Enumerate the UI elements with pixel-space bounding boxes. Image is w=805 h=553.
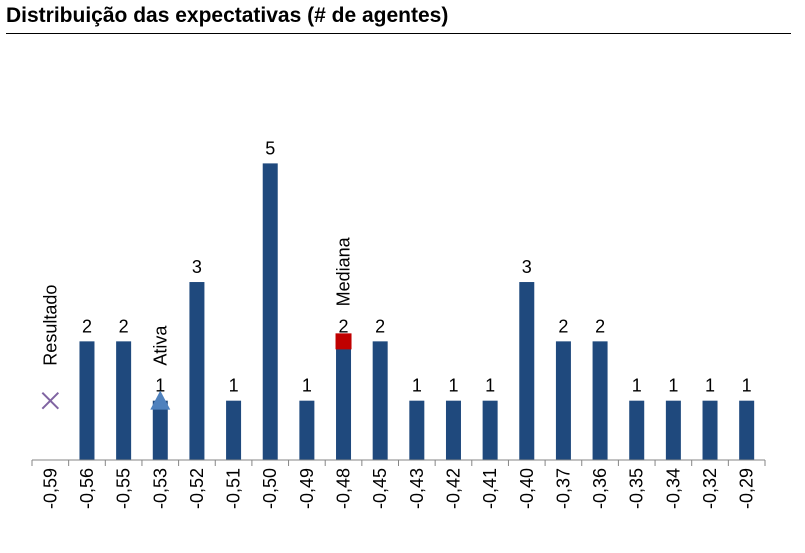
x-tick-label--0,40: -0,40 [517, 468, 537, 509]
marker-label-ativa: Ativa [150, 325, 170, 366]
data-label--0,37: 2 [558, 316, 568, 336]
x-tick-label--0,50: -0,50 [260, 468, 280, 509]
x-tick-label--0,41: -0,41 [480, 468, 500, 509]
data-label--0,36: 2 [595, 316, 605, 336]
data-label--0,29: 1 [742, 376, 752, 396]
x-axis: -0,59 -0,56 -0,55 -0,53 -0,52 -0,51 -0,50 -0,49… [31, 459, 766, 509]
bar--0,45 [372, 341, 388, 460]
x-tick-label--0,45: -0,45 [370, 468, 390, 509]
data-labels-layer: 2 2 1 3 1 5 1 2 2 1 1 1 3 2 2 1 1 1 1 [82, 138, 752, 395]
bar--0,48 [336, 341, 352, 460]
data-label--0,55: 2 [119, 316, 129, 336]
data-label--0,35: 1 [632, 376, 642, 396]
marker-resultado [41, 391, 60, 410]
data-label--0,48: 2 [339, 316, 349, 336]
x-tick-label--0,32: -0,32 [700, 468, 720, 509]
bar--0,43 [409, 400, 425, 460]
bar--0,32 [702, 400, 718, 460]
bar--0,56 [79, 341, 95, 460]
bar--0,49 [299, 400, 315, 460]
bar--0,42 [445, 400, 461, 460]
x-tick-label--0,53: -0,53 [150, 468, 170, 509]
bar--0,29 [739, 400, 755, 460]
x-tick-label--0,35: -0,35 [627, 468, 647, 509]
chart-title: Distribuição das expectativas (# de agen… [6, 4, 449, 27]
data-label--0,45: 2 [375, 316, 385, 336]
bar--0,36 [592, 341, 608, 460]
data-label--0,41: 1 [485, 376, 495, 396]
data-label--0,50: 5 [265, 138, 275, 158]
marker-ativa [150, 390, 171, 410]
x-tick-label--0,55: -0,55 [114, 468, 134, 509]
bar--0,51 [226, 400, 242, 460]
bar--0,34 [665, 400, 681, 460]
x-tick-label--0,42: -0,42 [443, 468, 463, 509]
bar--0,40 [519, 282, 535, 460]
x-tick-label--0,36: -0,36 [590, 468, 610, 509]
data-label--0,40: 3 [522, 257, 532, 277]
title-underline [6, 33, 791, 34]
bar--0,41 [482, 400, 498, 460]
x-tick-label--0,37: -0,37 [553, 468, 573, 509]
marker-mediana [335, 333, 352, 350]
data-label--0,32: 1 [705, 376, 715, 396]
x-tick-label--0,52: -0,52 [187, 468, 207, 509]
data-label--0,51: 1 [229, 376, 239, 396]
bar--0,37 [555, 341, 571, 460]
marker-label-mediana: Mediana [334, 236, 354, 306]
x-tick-label--0,43: -0,43 [407, 468, 427, 509]
bar--0,52 [189, 282, 205, 460]
x-tick-label--0,48: -0,48 [334, 468, 354, 509]
bar--0,55 [116, 341, 132, 460]
x-tick-label--0,29: -0,29 [737, 468, 757, 509]
data-label--0,52: 3 [192, 257, 202, 277]
data-label--0,56: 2 [82, 316, 92, 336]
data-label--0,53: 1 [155, 376, 165, 396]
x-tick-label--0,51: -0,51 [224, 468, 244, 509]
x-tick-label--0,34: -0,34 [663, 468, 683, 509]
bar--0,53 [152, 400, 168, 460]
data-label--0,43: 1 [412, 376, 422, 396]
bar--0,35 [629, 400, 645, 460]
marker-label-resultado: Resultado [40, 285, 60, 366]
data-label--0,34: 1 [668, 376, 678, 396]
markers-layer: Resultado Ativa Mediana [40, 236, 354, 410]
x-tick-label--0,56: -0,56 [77, 468, 97, 509]
data-label--0,42: 1 [448, 376, 458, 396]
bar--0,50 [262, 163, 278, 460]
x-tick-label--0,59: -0,59 [40, 468, 60, 509]
data-label--0,49: 1 [302, 376, 312, 396]
x-tick-label--0,49: -0,49 [297, 468, 317, 509]
bars-layer [79, 163, 755, 460]
